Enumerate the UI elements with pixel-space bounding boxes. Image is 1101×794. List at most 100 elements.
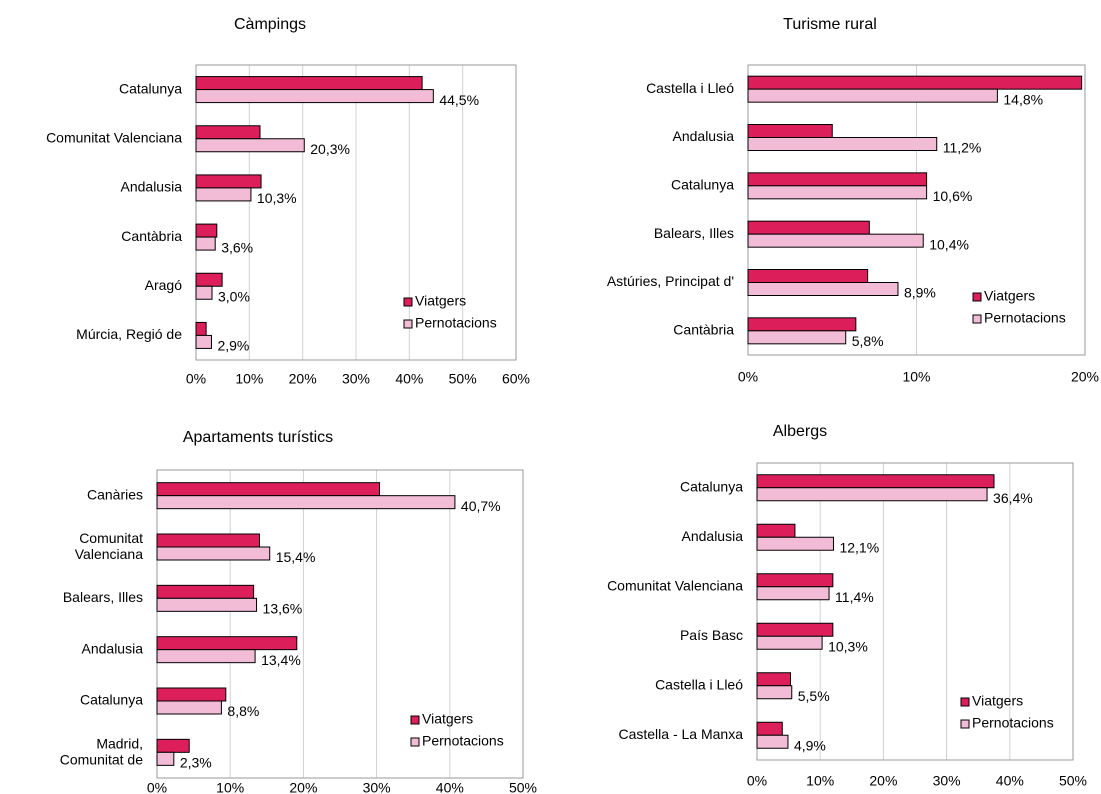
bar (756, 536, 834, 551)
y-tick-label-line: Valenciana (75, 546, 143, 562)
data-label: 10,3% (828, 638, 868, 654)
y-tick-label: Catalunya (119, 80, 182, 96)
bar (747, 172, 928, 187)
x-tick-label: 30% (933, 773, 961, 789)
y-tick-label: Balears, Illes (63, 589, 143, 605)
x-tick-label: 20% (289, 371, 317, 387)
legend-swatch (403, 319, 413, 329)
y-tick-label: Catalunya (80, 692, 143, 708)
bar (156, 687, 227, 702)
x-tick-label: 50% (1059, 773, 1087, 789)
y-tick-label: Andalusia (82, 640, 144, 656)
y-tick-label: Comunitat Valenciana (607, 577, 743, 593)
bar (195, 187, 252, 202)
bar (156, 649, 256, 664)
chart-title: Apartaments turístics (183, 429, 333, 446)
bar (195, 321, 207, 336)
x-tick-label: 0% (738, 369, 758, 385)
y-tick-label: Andalusia (682, 528, 744, 544)
y-tick-label-line: Madrid, (96, 735, 143, 751)
plot-frame (156, 469, 524, 779)
bar (747, 88, 998, 103)
y-tick-label: Castella i Lleó (646, 80, 734, 96)
y-tick-label: Comunitat Valenciana (75, 530, 143, 562)
y-tick-label: Madrid, Comunitat de (60, 735, 143, 767)
bar (747, 269, 869, 283)
y-tick-label: Balears, Illes (654, 225, 734, 241)
bar (156, 495, 456, 510)
bar (747, 330, 847, 345)
y-tick-label-line: Comunitat de (60, 751, 143, 767)
bar (195, 174, 262, 189)
y-tick-label: Múrcia, Regió de (76, 326, 182, 342)
data-label: 44,5% (439, 92, 479, 108)
bar (756, 734, 789, 749)
data-label: 14,8% (1003, 91, 1043, 107)
bar (195, 334, 212, 349)
bar (156, 584, 255, 599)
y-tick-label: Aragó (145, 277, 183, 293)
chart-title: Albergs (773, 423, 827, 440)
bar (747, 185, 928, 200)
x-tick-label: 10% (235, 371, 263, 387)
bar (756, 635, 823, 650)
y-tick-label: Comunitat Valenciana (46, 129, 182, 145)
data-label: 2,9% (217, 338, 249, 354)
data-label: 2,3% (180, 755, 212, 771)
bar (195, 285, 213, 300)
bar (156, 546, 271, 561)
legend-label: Pernotacions (984, 310, 1066, 326)
x-tick-label: 60% (502, 371, 530, 387)
bar (156, 597, 258, 612)
bar (756, 523, 796, 538)
bar (747, 124, 833, 138)
data-label: 10,6% (933, 188, 973, 204)
legend-swatch (972, 314, 982, 324)
y-tick-label: Catalunya (680, 478, 743, 494)
legend-label: Viatgers (415, 293, 466, 309)
bar (756, 685, 793, 700)
plot-frame (756, 462, 1074, 761)
bar (756, 622, 834, 637)
y-tick-label: Andalusia (673, 128, 735, 144)
x-tick-label: 20% (289, 780, 317, 794)
bar (156, 482, 381, 497)
y-tick-label: Andalusia (121, 179, 183, 195)
chart-title: Càmpings (234, 16, 306, 33)
data-label: 4,9% (794, 737, 826, 753)
bar (747, 233, 924, 248)
data-label: 3,6% (221, 239, 253, 255)
bar (756, 474, 995, 489)
bar (156, 636, 298, 651)
bar (195, 89, 434, 104)
x-tick-label: 30% (342, 371, 370, 387)
data-label: 36,4% (993, 490, 1033, 506)
legend-label: Viatgers (972, 693, 1023, 709)
legend-swatch (410, 715, 420, 725)
data-label: 3,0% (218, 288, 250, 304)
x-tick-label: 0% (186, 371, 206, 387)
plot-frame (747, 64, 1086, 356)
legend-swatch (972, 292, 982, 302)
data-label: 12,1% (839, 539, 879, 555)
bar (195, 236, 216, 251)
bar (195, 138, 305, 153)
bar (747, 137, 938, 151)
y-tick-label: Castella - La Manxa (618, 726, 743, 742)
x-tick-label: 0% (747, 773, 767, 789)
y-tick-label: Canàries (87, 486, 143, 502)
bar (195, 125, 261, 140)
x-tick-label: 20% (869, 773, 897, 789)
y-tick-label: Catalunya (671, 177, 734, 193)
x-tick-label: 10% (902, 369, 930, 385)
data-label: 20,3% (310, 141, 350, 157)
bar (747, 282, 899, 296)
bar (747, 75, 1083, 90)
bar (756, 721, 783, 736)
bar (156, 700, 222, 715)
bar (195, 272, 223, 287)
data-label: 11,2% (943, 140, 982, 156)
x-tick-label: 10% (216, 780, 244, 794)
data-label: 5,8% (852, 333, 884, 349)
legend-swatch (960, 719, 970, 729)
